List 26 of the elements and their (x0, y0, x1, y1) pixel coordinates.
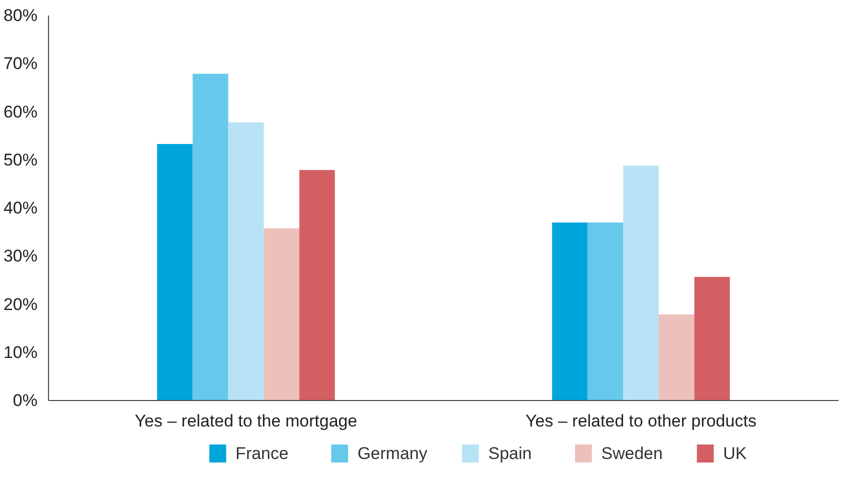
y-tick-label: 10% (3, 342, 38, 362)
y-tick-label: 80% (3, 6, 38, 25)
y-tick-label: 60% (3, 102, 38, 122)
legend-label: UK (723, 444, 748, 463)
bar (588, 222, 624, 400)
legend-label: France (236, 444, 288, 463)
y-tick-label: 40% (3, 198, 38, 218)
y-tick-label: 30% (3, 246, 38, 266)
bar (658, 314, 694, 400)
y-tick-label: 0% (12, 391, 38, 410)
bar (228, 122, 264, 400)
y-tick-label: 70% (3, 54, 38, 74)
bar (264, 228, 300, 400)
legend-label: Spain (488, 444, 532, 463)
legend-label: Sweden (601, 444, 663, 463)
x-tick-label: Yes – related to other products (526, 412, 756, 430)
x-tick-label: Yes – related to the mortgage (134, 412, 358, 430)
bar (157, 144, 193, 400)
legend-label: Germany (357, 444, 428, 463)
bar (552, 222, 588, 400)
bar (192, 74, 228, 400)
bar (694, 276, 730, 400)
y-tick-label: 20% (3, 294, 38, 314)
bar (299, 170, 335, 400)
y-tick-label: 50% (3, 150, 38, 170)
bar (623, 166, 659, 400)
